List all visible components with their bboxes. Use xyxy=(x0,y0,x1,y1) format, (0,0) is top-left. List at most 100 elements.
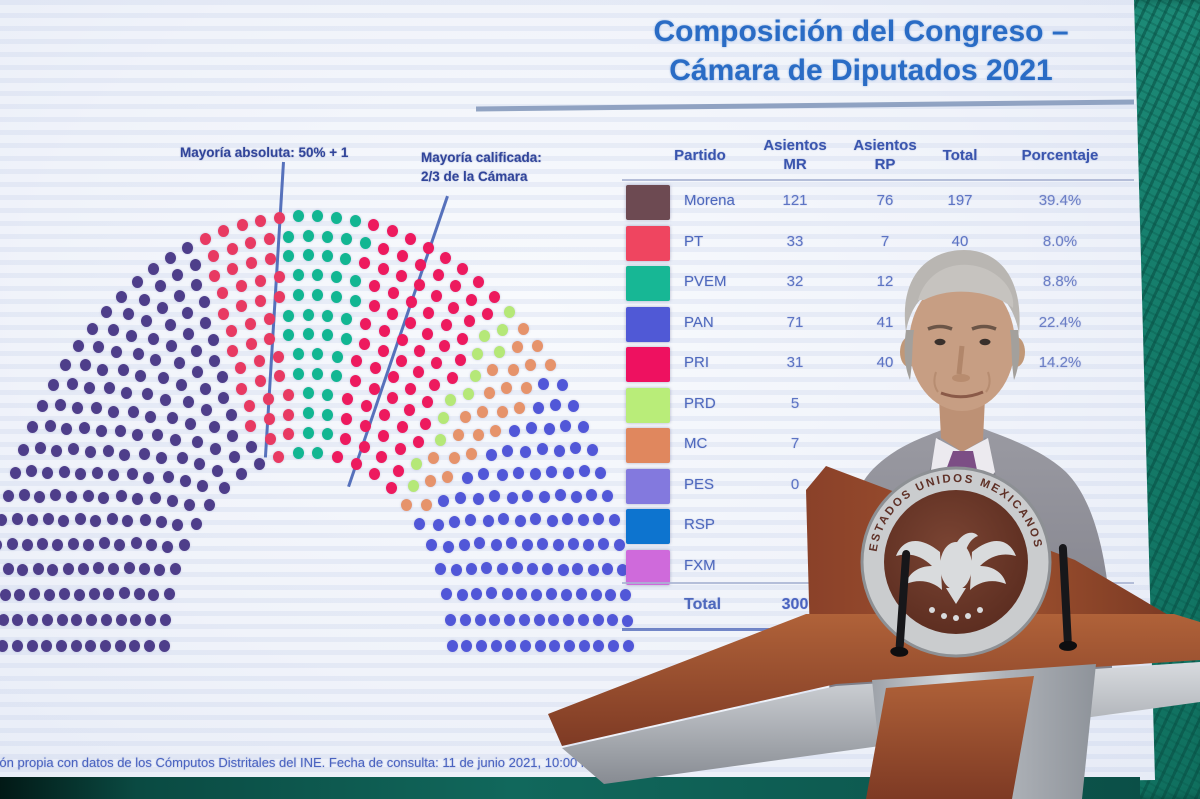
table-row: RSP xyxy=(600,508,1145,548)
seat-dot xyxy=(48,379,60,392)
seat-dot xyxy=(446,640,458,652)
seat-dot xyxy=(544,359,556,372)
seat-dot xyxy=(208,421,220,434)
seat-dot xyxy=(377,430,389,443)
party-name: PRD xyxy=(684,394,716,412)
seat-dot xyxy=(26,640,38,652)
seat-dot xyxy=(12,513,24,526)
seat-dot xyxy=(431,289,443,302)
seat-dot xyxy=(449,280,461,293)
party-swatch xyxy=(626,549,670,585)
seat-dot xyxy=(103,382,115,395)
podium-body: ESTADOS UNIDOS MEXICANOS xyxy=(548,466,1200,799)
seat-dot xyxy=(114,538,126,551)
seat-dot xyxy=(27,514,39,527)
seat-dot xyxy=(179,539,191,552)
seat-dot xyxy=(157,301,169,314)
party-swatch xyxy=(626,306,670,342)
seat-dot xyxy=(598,537,610,550)
seat-dot xyxy=(506,491,518,504)
seat-dot xyxy=(236,468,248,481)
seat-dot xyxy=(148,263,159,276)
seat-dot xyxy=(497,323,509,336)
seat-dot xyxy=(131,428,143,441)
seat-dot xyxy=(169,434,181,447)
seat-dot xyxy=(27,614,39,627)
seat-dot xyxy=(114,640,126,652)
seat-dot xyxy=(368,219,380,232)
seat-dot xyxy=(512,562,523,575)
seat-dot xyxy=(100,306,112,319)
seat-dot xyxy=(478,468,490,481)
col-header-rp: Asientos RP xyxy=(850,136,920,174)
annotation-qualified-majority: Mayoría calificada: 2/3 de la Cámara xyxy=(421,148,542,186)
party-rp: 41 xyxy=(876,313,894,331)
party-pct: 8.0% xyxy=(1042,232,1078,250)
seat-dot xyxy=(360,317,372,330)
seat-dot xyxy=(218,307,230,320)
party-mr: 5 xyxy=(790,394,800,412)
seat-dot xyxy=(170,562,182,575)
party-mr: 31 xyxy=(786,354,804,371)
seat-dot xyxy=(378,409,390,422)
seat-dot xyxy=(200,232,211,245)
party-name: PAN xyxy=(684,313,714,331)
seat-dot xyxy=(191,279,203,292)
seat-dot xyxy=(504,614,516,627)
seat-dot xyxy=(245,337,257,350)
seat-dot xyxy=(578,421,590,434)
seat-dot xyxy=(86,322,98,335)
party-name: FXM xyxy=(684,556,716,574)
seat-dot xyxy=(378,242,390,255)
seat-dot xyxy=(442,540,454,553)
seat-dot xyxy=(263,392,275,405)
seat-dot xyxy=(621,614,633,627)
seat-dot xyxy=(368,300,380,313)
seat-dot xyxy=(55,398,67,411)
seat-dot xyxy=(92,562,104,575)
seat-dot xyxy=(157,371,169,384)
seat-dot xyxy=(173,357,185,370)
seat-dot xyxy=(331,271,343,284)
seat-dot xyxy=(155,280,167,293)
seat-dot xyxy=(400,498,412,511)
party-rp: 40 xyxy=(876,354,894,371)
annotation-absolute-majority: Mayoría absoluta: 50% + 1 xyxy=(180,145,349,160)
seat-dot xyxy=(530,513,542,526)
seat-dot xyxy=(263,312,275,325)
seat-dot xyxy=(587,443,599,456)
seat-dot xyxy=(445,613,457,626)
seat-dot xyxy=(41,640,53,652)
seat-dot xyxy=(414,344,426,357)
seat-dot xyxy=(590,589,602,602)
seat-dot xyxy=(37,399,49,412)
seat-dot xyxy=(131,276,143,289)
total-row: Total 300 xyxy=(600,592,1145,628)
seat-dot xyxy=(561,588,573,601)
seat-dot xyxy=(454,354,466,367)
seat-dot xyxy=(461,640,473,652)
seat-dot xyxy=(41,467,53,480)
seat-dot xyxy=(622,640,634,652)
seat-dot xyxy=(572,562,584,575)
seat-dot xyxy=(293,210,305,223)
seat-dot xyxy=(396,421,408,434)
party-mr: 33 xyxy=(786,232,804,250)
seat-dot xyxy=(163,587,175,600)
seat-dot xyxy=(123,561,135,574)
seat-dot xyxy=(150,491,162,504)
col-header-mr-line2: MR xyxy=(783,156,807,173)
seat-dot xyxy=(490,424,502,437)
seat-dot xyxy=(586,488,598,501)
seat-dot xyxy=(17,443,29,456)
seat-dot xyxy=(219,481,231,494)
col-header-mr-line1: Asientos xyxy=(763,137,827,154)
seat-dot xyxy=(194,457,206,470)
seat-dot xyxy=(60,423,72,435)
seat-dot xyxy=(183,498,195,511)
seat-dot xyxy=(70,640,82,652)
party-rp: 12 xyxy=(876,273,894,290)
seat-dot xyxy=(429,379,441,391)
seat-dot xyxy=(99,537,111,550)
seat-dot xyxy=(6,537,18,550)
